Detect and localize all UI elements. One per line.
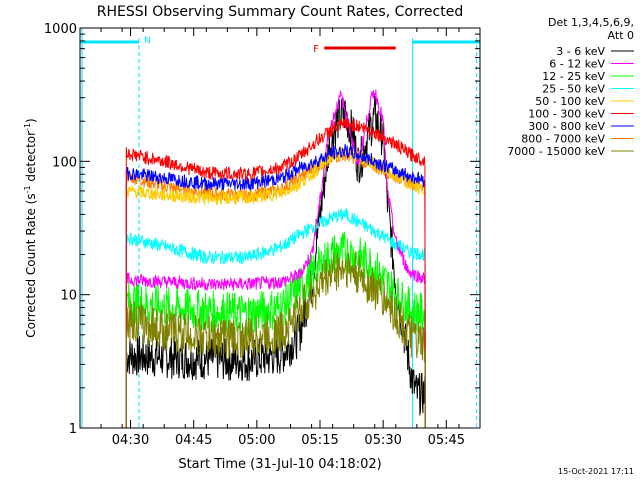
y-axis-label: Corrected Count Rate (s-1 detector-1)	[23, 118, 38, 337]
x-tick-label: 05:30	[364, 433, 401, 448]
series-line	[125, 118, 426, 429]
y-tick-label: 1000	[44, 22, 77, 37]
series-line	[125, 251, 426, 429]
y-axis-label-sup1: -1	[23, 185, 32, 193]
y-axis-label-end: )	[24, 118, 38, 123]
flare-flag-label: F	[313, 44, 319, 55]
y-tick-label: 10	[60, 289, 77, 304]
y-axis-label-sup2: -1	[23, 123, 32, 131]
chart-title: RHESSI Observing Summary Count Rates, Co…	[97, 4, 463, 20]
legend-entry-label: 6 - 12 keV	[549, 58, 605, 71]
footer-date: 15-Oct-2021 17:11	[558, 467, 634, 476]
legend-header-line2: Att 0	[608, 29, 634, 42]
axis-ticks: 04:30 04:45 05:00 05:15 05:30 05:45 1 10 100 1000	[44, 22, 481, 448]
legend-entry-label: 50 - 100 keV	[535, 95, 605, 108]
series-line	[125, 231, 426, 429]
legend-entry-label: 100 - 300 keV	[528, 108, 605, 121]
legend-entry-label: 12 - 25 keV	[542, 70, 605, 83]
x-tick-label: 04:30	[112, 433, 149, 448]
x-tick-label: 05:45	[428, 433, 465, 448]
legend-entry-label: 800 - 7000 keV	[521, 133, 605, 146]
legend-entry-label: 7000 - 15000 keV	[507, 145, 605, 158]
series-line	[125, 95, 426, 429]
x-tick-label: 05:00	[238, 433, 275, 448]
plot-area: NF	[80, 28, 480, 429]
legend-entry-label: 3 - 6 keV	[556, 45, 605, 58]
x-tick-label: 04:45	[175, 433, 212, 448]
y-axis-label-main: Corrected Count Rate (s	[24, 193, 38, 337]
x-axis-label: Start Time (31-Jul-10 04:18:02)	[178, 457, 381, 472]
y-tick-label: 100	[52, 155, 77, 170]
series-line	[125, 145, 426, 429]
x-tick-label: 05:15	[301, 433, 338, 448]
plot-frame	[79, 27, 481, 429]
legend-entry-label: 300 - 800 keV	[528, 120, 605, 133]
legend-header-line1: Det 1,3,4,5,6,9,	[548, 16, 634, 29]
series-line	[125, 208, 426, 429]
legend-entry-label: 25 - 50 keV	[542, 83, 605, 96]
y-tick-label: 1	[69, 422, 77, 437]
series-line	[125, 143, 426, 429]
night-flag-label: N	[144, 36, 151, 46]
series-line	[125, 89, 426, 429]
y-axis-label-mid: detector	[24, 131, 38, 186]
